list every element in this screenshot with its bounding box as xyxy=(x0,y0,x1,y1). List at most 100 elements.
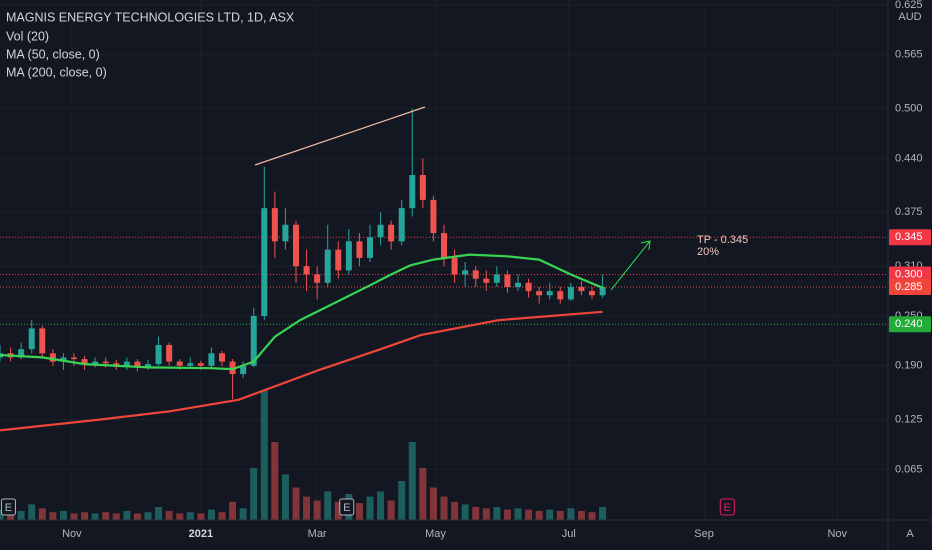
candle-body xyxy=(123,361,130,366)
volume-bar xyxy=(7,512,15,520)
x-tick-label: Nov xyxy=(62,528,82,540)
candle-body xyxy=(599,286,606,296)
scale-mode[interactable]: A xyxy=(906,528,914,540)
candle-body xyxy=(39,328,46,354)
candle-body xyxy=(113,363,120,366)
price-label-box xyxy=(889,316,931,333)
candle-body xyxy=(92,361,99,365)
volume-bar xyxy=(324,491,332,520)
price-label-box xyxy=(889,266,931,283)
volume-bar xyxy=(429,487,437,520)
volume-bar xyxy=(59,510,67,520)
candle-body xyxy=(28,328,35,350)
candle-body xyxy=(398,208,405,242)
volume-bar xyxy=(303,496,311,520)
volume-bar xyxy=(514,508,522,520)
candle-body xyxy=(441,233,447,258)
volume-bar xyxy=(313,500,321,520)
candle-body xyxy=(536,291,543,296)
event-label: E xyxy=(724,502,731,514)
candle-body xyxy=(145,364,151,368)
volume-bar xyxy=(408,442,416,520)
volume-bar xyxy=(440,496,448,520)
candle-body xyxy=(546,291,553,296)
x-tick-label: Nov xyxy=(827,528,847,540)
price-label: 0.285 xyxy=(895,281,923,293)
candle-body xyxy=(345,241,352,271)
legend-ma200: MA (200, close, 0) xyxy=(6,65,107,79)
volume-bar xyxy=(525,509,533,520)
volume-bar xyxy=(91,513,99,520)
candle-body xyxy=(134,361,141,368)
candle-body xyxy=(187,363,194,366)
y-tick-label: 0.125 xyxy=(895,414,923,426)
volume-bar xyxy=(218,512,226,520)
volume-bar xyxy=(133,513,141,520)
candle-body xyxy=(208,353,215,366)
volume-bar xyxy=(81,512,89,520)
candle-body xyxy=(515,282,521,287)
candle-body xyxy=(314,274,321,283)
volume-bar xyxy=(38,508,46,520)
candle-body xyxy=(419,174,426,200)
volume-bar xyxy=(503,509,511,520)
candle-body xyxy=(409,174,416,209)
candle-body xyxy=(483,278,490,283)
volume-bar xyxy=(567,508,575,520)
candle-body xyxy=(377,224,384,238)
volume-bar xyxy=(239,508,247,520)
volume-bar xyxy=(482,508,490,520)
y-tick-label: 0.500 xyxy=(895,103,923,115)
volume-bar xyxy=(366,496,374,520)
candle-body xyxy=(261,208,268,316)
legend-ma50: MA (50, close, 0) xyxy=(6,47,100,61)
candle-body xyxy=(589,291,595,296)
price-label: 0.300 xyxy=(895,268,923,280)
volume-bar xyxy=(588,512,596,520)
price-label-box xyxy=(889,278,931,295)
candle-body xyxy=(49,353,56,362)
volume-bar xyxy=(599,507,607,520)
volume-bar xyxy=(28,504,36,520)
candle-body xyxy=(197,363,204,366)
volume-bar xyxy=(176,513,184,520)
axes: 0.6250.5650.5000.4400.3750.3100.2500.190… xyxy=(62,0,931,540)
target-label: TP - 0.345 xyxy=(697,234,748,246)
candle-body xyxy=(155,345,162,365)
event-label: E xyxy=(343,502,350,514)
candle-body xyxy=(271,208,278,242)
volume-bar xyxy=(387,500,395,520)
candle-body xyxy=(388,224,395,242)
y-tick-label: 0.440 xyxy=(895,152,923,164)
candle-body xyxy=(557,291,564,300)
candle-body xyxy=(525,282,532,292)
volume-bar xyxy=(398,481,406,520)
candle-body xyxy=(567,286,574,300)
volume-bar xyxy=(535,510,543,520)
legend-volume: Vol (20) xyxy=(6,29,49,43)
target-percent: 20% xyxy=(697,246,719,258)
volume-bar xyxy=(461,504,469,520)
y-tick-label: 0.065 xyxy=(895,463,923,475)
volume-bar xyxy=(556,510,564,520)
x-tick-label: Jul xyxy=(562,528,576,540)
candle-body xyxy=(462,270,469,275)
target-arrow xyxy=(610,240,651,291)
volume-bar xyxy=(123,510,131,520)
y-tick-label: 0.375 xyxy=(895,206,923,218)
volume-bar xyxy=(546,509,554,520)
candle-body xyxy=(102,361,109,364)
candle-body xyxy=(356,241,363,258)
price-label-box xyxy=(889,229,931,246)
volume-bar xyxy=(186,512,194,520)
event-marker xyxy=(339,498,355,516)
arrow-head xyxy=(640,240,651,251)
y-tick-label: 0.625 xyxy=(895,0,923,11)
x-tick-label: Sep xyxy=(694,528,714,540)
candle-body xyxy=(293,224,299,267)
candle-body xyxy=(472,270,479,279)
candle-body xyxy=(240,365,247,375)
legend: MAGNIS ENERGY TECHNOLOGIES LTD, 1D, ASX … xyxy=(6,10,295,79)
time-axis xyxy=(0,520,932,550)
